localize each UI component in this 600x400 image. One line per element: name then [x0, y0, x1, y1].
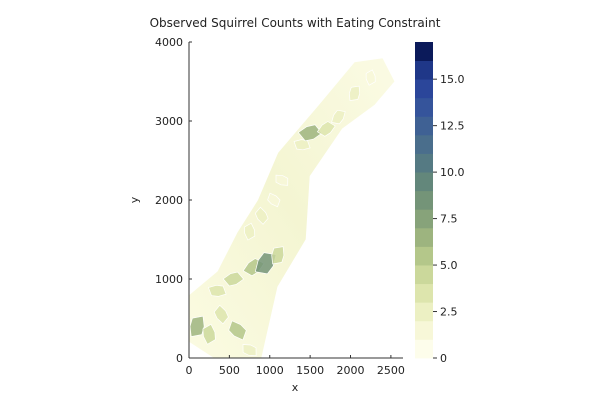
x-tick-label: 2000: [337, 364, 365, 377]
contour-region: [189, 315, 205, 338]
contour-region: [297, 124, 323, 142]
observation-domain: [188, 57, 396, 359]
x-axis-label: x: [292, 381, 299, 394]
colorbar-tick-label: 12.5: [440, 120, 465, 133]
contour-region: [293, 139, 311, 151]
colorbar-level: [415, 320, 433, 340]
contour-region: [254, 252, 277, 275]
contour-region: [254, 206, 269, 225]
colorbar-tick-label: 2.5: [440, 306, 458, 319]
contour-region: [267, 192, 281, 208]
colorbar-level: [415, 302, 433, 322]
contour-region: [228, 320, 247, 341]
contour-region: [244, 222, 256, 241]
contour-region: [365, 69, 376, 86]
y-tick-label: 2000: [155, 194, 183, 207]
x-tick-label: 1000: [256, 364, 284, 377]
colorbar-level: [415, 134, 433, 154]
x-tick-label: 1500: [296, 364, 324, 377]
colorbar: 0 2.5 5.0 7.5 10.0 12.5 15.0: [415, 42, 465, 365]
colorbar-tick-label: 15.0: [440, 73, 465, 86]
colorbar-level: [415, 227, 433, 247]
contour-region: [208, 284, 227, 297]
x-tick-label: 500: [219, 364, 240, 377]
colorbar-level: [415, 209, 433, 229]
colorbar-level: [415, 60, 433, 80]
contour-region: [316, 121, 336, 137]
contour-region: [271, 246, 285, 265]
colorbar-level: [415, 246, 433, 266]
colorbar-level: [415, 116, 433, 136]
colorbar-level: [415, 153, 433, 173]
axes: 0 500 1000 1500 2000 2500 0 1000 2000 3000 4000: [155, 36, 405, 377]
colorbar-tick-label: 5.0: [440, 259, 458, 272]
colorbar-tick-label: 10.0: [440, 166, 465, 179]
plot-area: [188, 57, 396, 359]
contour-region: [331, 109, 346, 125]
y-tick-label: 4000: [155, 36, 183, 49]
contour-region: [242, 344, 257, 357]
colorbar-level: [415, 265, 433, 285]
contour-region: [275, 174, 289, 186]
y-tick-label: 1000: [155, 273, 183, 286]
x-tick-label: 2500: [377, 364, 405, 377]
y-tick-label: 3000: [155, 115, 183, 128]
colorbar-level: [415, 190, 433, 210]
colorbar-level: [415, 79, 433, 99]
colorbar-level: [415, 42, 433, 61]
colorbar-level: [415, 339, 433, 359]
x-tick-label: 0: [186, 364, 193, 377]
chart-title: Observed Squirrel Counts with Eating Con…: [150, 16, 441, 30]
colorbar-tick-label: 7.5: [440, 213, 458, 226]
contour-region: [222, 271, 245, 287]
colorbar-level: [415, 283, 433, 303]
y-axis-label: y: [128, 196, 141, 203]
y-tick-label: 0: [176, 352, 183, 365]
contour-region: [202, 323, 216, 345]
colorbar-tick-label: 0: [440, 352, 447, 365]
contour-region: [213, 304, 229, 325]
colorbar-level: [415, 97, 433, 117]
contour-region: [349, 85, 361, 102]
colorbar-level: [415, 172, 433, 192]
